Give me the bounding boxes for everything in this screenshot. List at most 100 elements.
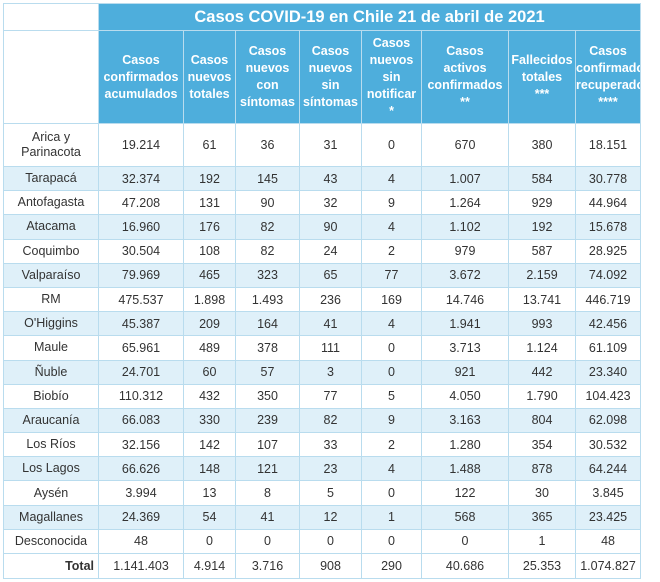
table-cell: 3.713 [421, 335, 509, 361]
region-name: Coquimbo [3, 238, 99, 264]
table-cell: 28.925 [574, 238, 642, 264]
table-cell: 62.098 [574, 407, 642, 434]
column-header-line: * [389, 103, 394, 118]
region-name-line: Aysén [33, 485, 69, 500]
table-cell: 44.964 [574, 190, 642, 216]
table-cell: 1.102 [421, 214, 509, 240]
table-cell: 1.898 [183, 286, 236, 313]
table-cell: 82 [235, 238, 300, 264]
table-cell: 9 [361, 407, 422, 434]
table-cell: 0 [361, 123, 422, 167]
table-cell: 104.423 [574, 383, 642, 409]
table-cell: 568 [421, 504, 509, 530]
region-name: Arica y Parinacota [3, 123, 99, 167]
column-header-line: acumulados [104, 86, 178, 101]
column-header: Casos nuevos con síntomas [235, 30, 300, 124]
table-cell: 5 [361, 383, 422, 409]
table-cell: 432 [183, 383, 236, 409]
table-cell: 169 [361, 286, 422, 313]
table-cell: 804 [508, 407, 576, 434]
table-cell: 13 [183, 480, 236, 506]
column-header-line: nuevos [308, 61, 353, 75]
table-cell: 15.678 [574, 214, 642, 240]
table-cell: 24.701 [98, 359, 184, 385]
table-cell: 878 [508, 456, 576, 482]
table-cell: 0 [361, 359, 422, 385]
table-cell: 378 [235, 335, 300, 361]
table-cell: 54 [183, 504, 236, 530]
column-header: Fallecidos totales *** [508, 30, 576, 124]
table-cell: 2 [361, 432, 422, 458]
table-cell: 4 [361, 456, 422, 482]
total-row: Total 1.141.403 4.914 3.716 908 290 40.686 25.… [3, 553, 642, 579]
table-cell: 64.244 [574, 456, 642, 482]
region-name: RM [3, 286, 99, 313]
column-header-line: con [256, 78, 279, 92]
region-name: Ñuble [3, 359, 99, 385]
table-cell: 131 [183, 190, 236, 216]
table-cell: 110.312 [98, 383, 184, 409]
region-name-line: Antofagasta [17, 195, 85, 210]
table-cell: 61.109 [574, 335, 642, 361]
table-cell: 354 [508, 432, 576, 458]
table-cell: 0 [361, 335, 422, 361]
table-row: Arica y Parinacota 19.214 61 36 31 0 670 380 18.1… [3, 123, 642, 167]
table-cell: 993 [508, 311, 576, 337]
region-name-line: Tarapacá [25, 171, 77, 186]
column-header-line: confirmados [103, 69, 179, 84]
region-name: Tarapacá [3, 165, 99, 192]
region-name-line: Los Ríos [26, 437, 76, 452]
title-row: Casos COVID-19 en Chile 21 de abril de 2… [3, 3, 642, 31]
total-cell: 3.716 [235, 553, 300, 579]
table-cell: 111 [299, 335, 362, 361]
table-cell: 2.159 [508, 262, 576, 288]
table-cell: 442 [508, 359, 576, 385]
table-cell: 30.504 [98, 238, 184, 264]
column-header-line: síntomas [240, 95, 295, 109]
table-cell: 192 [183, 165, 236, 192]
column-header-line: confirmados [576, 61, 640, 75]
table-cell: 0 [421, 528, 509, 555]
table-cell: 82 [299, 407, 362, 434]
table-cell: 32.156 [98, 432, 184, 458]
table-row: Los Ríos 32.156 142 107 33 2 1.280 354 30.532 [3, 432, 642, 458]
column-header-line: síntomas [303, 95, 358, 109]
table-cell: 0 [361, 528, 422, 555]
table-cell: 36 [235, 123, 300, 167]
table-cell: 446.719 [574, 286, 642, 313]
table-row: Atacama 16.960 176 82 90 4 1.102 192 15.678 [3, 214, 642, 240]
table-cell: 1.493 [235, 286, 300, 313]
region-name-line: Atacama [26, 219, 76, 234]
region-name-line: Desconocida [14, 533, 88, 548]
column-header-line: activos [443, 61, 487, 75]
region-name: Valparaíso [3, 262, 99, 288]
table-row: Desconocida 48 0 0 0 0 0 1 48 [3, 528, 642, 555]
region-name-line: Los Lagos [22, 461, 80, 476]
table-title: Casos COVID-19 en Chile 21 de abril de 2… [97, 3, 642, 31]
region-name: Atacama [3, 214, 99, 240]
column-header-line: recuperados [576, 78, 640, 92]
column-header: Casos nuevos totales [183, 30, 236, 124]
column-header-line: totales [189, 86, 230, 101]
table-cell: 30.778 [574, 165, 642, 192]
table-cell: 90 [235, 190, 300, 216]
region-name-line: Ñuble [34, 364, 68, 379]
table-cell: 8 [235, 480, 300, 506]
region-name: O'Higgins [3, 311, 99, 337]
table-cell: 584 [508, 165, 576, 192]
column-header-line: Casos [446, 44, 484, 58]
table-cell: 77 [299, 383, 362, 409]
region-name-line: Magallanes [19, 509, 83, 524]
table-cell: 1.124 [508, 335, 576, 361]
table-cell: 1.007 [421, 165, 509, 192]
table-cell: 77 [361, 262, 422, 288]
table-cell: 3.845 [574, 480, 642, 506]
table-row: Ñuble 24.701 60 57 3 0 921 442 23.340 [3, 359, 642, 385]
table-cell: 32.374 [98, 165, 184, 192]
table-cell: 108 [183, 238, 236, 264]
column-header-line: Casos [589, 44, 627, 58]
table-cell: 23.340 [574, 359, 642, 385]
table-row: Los Lagos 66.626 148 121 23 4 1.488 878 64.244 [3, 456, 642, 482]
table-cell: 4 [361, 214, 422, 240]
column-header-line: Casos [372, 35, 411, 50]
